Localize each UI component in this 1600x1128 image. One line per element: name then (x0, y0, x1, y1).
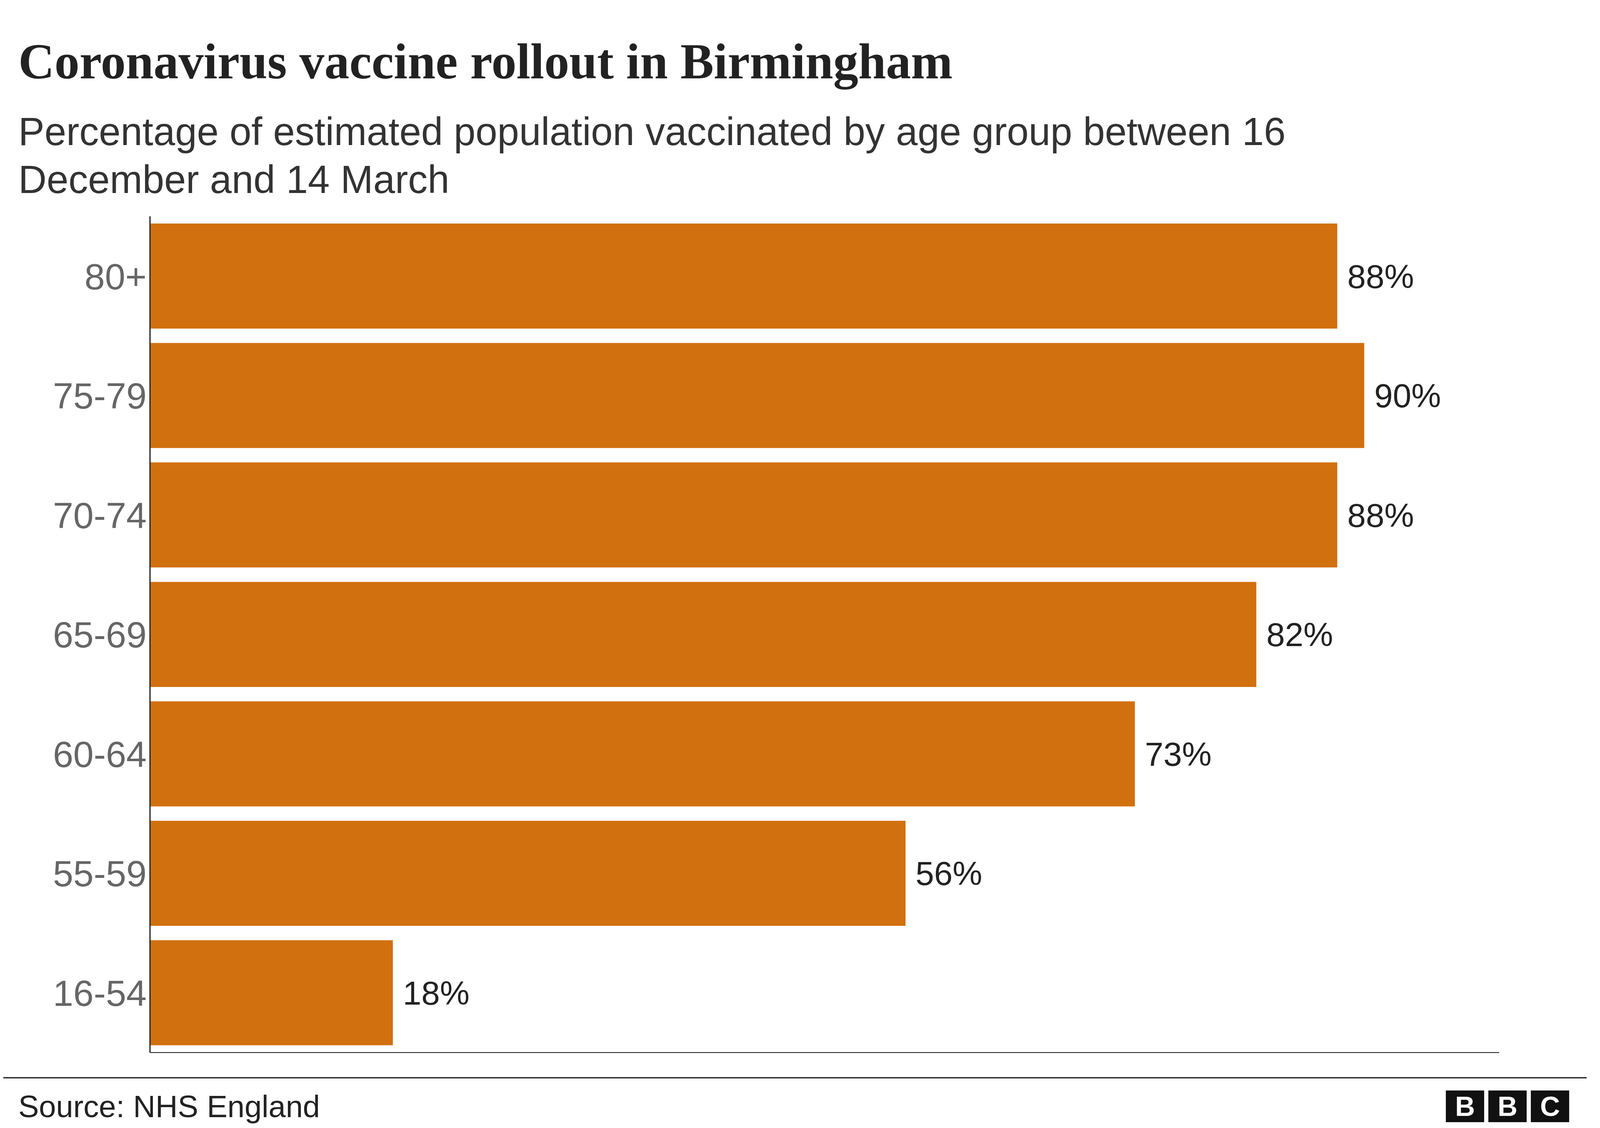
svg-text:88%: 88% (1347, 257, 1414, 295)
svg-text:88%: 88% (1347, 496, 1414, 534)
html-text:B: B (1455, 1090, 1475, 1122)
html-text:Coronavirus vaccine rollout in: Coronavirus vaccine rollout in Birmingha… (18, 33, 953, 90)
svg-text:60-64: 60-64 (52, 733, 147, 775)
svg-text:73%: 73% (1145, 735, 1212, 773)
svg-text:18%: 18% (402, 974, 470, 1012)
svg-text:82%: 82% (1266, 615, 1333, 653)
html-text:Source: NHS England: Source: NHS England (18, 1088, 320, 1124)
svg-text:16-54: 16-54 (52, 972, 147, 1014)
svg-text:75-79: 75-79 (52, 375, 147, 417)
svg-text:65-69: 65-69 (52, 613, 147, 655)
svg-text:56%: 56% (915, 854, 983, 892)
html-text:C: C (1540, 1090, 1560, 1122)
svg-text:90%: 90% (1374, 377, 1441, 415)
svg-text:55-59: 55-59 (52, 852, 147, 894)
svg-text:80+: 80+ (84, 255, 147, 298)
html-text:B: B (1497, 1090, 1518, 1122)
svg-text:70-74: 70-74 (52, 494, 147, 536)
html-text:Percentage of estimated popula: Percentage of estimated population vacci… (18, 109, 1286, 202)
